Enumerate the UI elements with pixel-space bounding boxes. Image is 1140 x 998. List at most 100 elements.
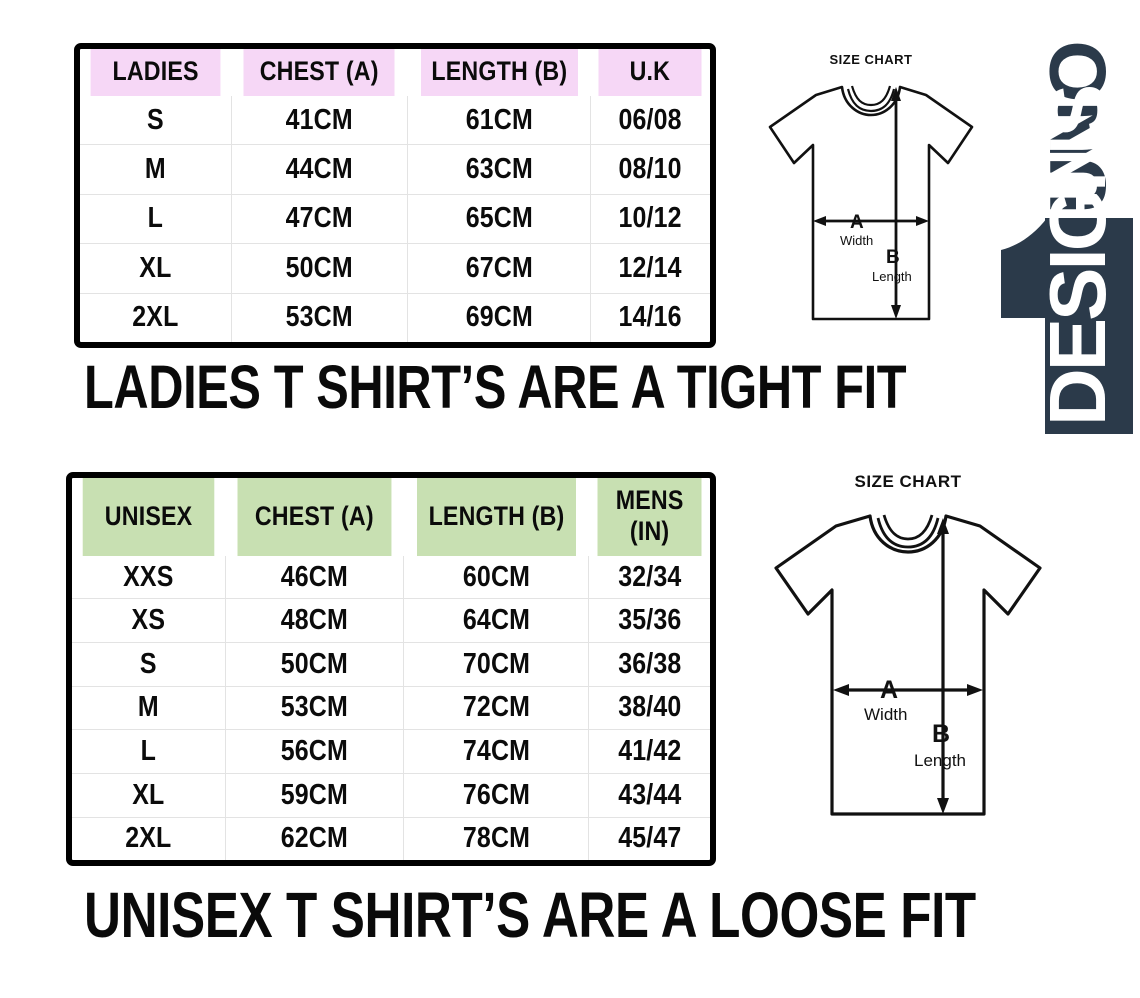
cell-length: 61CM [420,96,578,145]
table-row: S 50CM 70CM 36/38 [72,642,710,687]
cell-size: 2XL [82,816,215,860]
table-row: M 44CM 63CM 08/10 [80,144,710,195]
cell-region: 35/36 [597,598,702,643]
table-header-row: UNISEX CHEST (A) LENGTH (B) MENS (IN) [72,478,710,556]
cell-chest: 53CM [243,292,396,342]
unisex-table-body: XXS 46CM 60CM 32/34 XS 48CM 64CM 35/36 S… [72,556,710,860]
cell-region: 38/40 [597,685,702,730]
width-text-label: Width [864,705,907,724]
cell-chest: 62CM [237,816,392,860]
logo-block [1045,218,1133,434]
cell-length: 72CM [416,685,577,730]
table-row: XXS 46CM 60CM 32/34 [72,556,710,599]
cell-chest: 59CM [237,772,392,818]
cell-region: 12/14 [598,243,702,294]
table-row: L 47CM 65CM 10/12 [80,193,710,244]
cell-chest: 41CM [243,96,396,145]
cell-chest: 46CM [237,556,392,599]
column-header-region: U.K [598,49,702,96]
cell-region: 45/47 [597,816,702,860]
cell-chest: 47CM [243,193,396,244]
column-header-size: UNISEX [82,478,215,556]
logo-text-designs: DESIGNS [1033,86,1122,426]
column-header-chest: CHEST (A) [237,478,392,556]
cell-size: XL [82,772,215,818]
table-row: XL 50CM 67CM 12/14 [80,243,710,294]
cell-region: 32/34 [617,560,682,593]
brand-logo-mark: UNO DESIGNS [1001,42,1133,434]
length-arrow [891,87,901,319]
cell-length: 65CM [420,193,578,244]
cell-size: XS [82,598,215,643]
cell-chest: 53CM [237,685,392,730]
ladies-table-body: S 41CM 61CM 06/08 M 44CM 63CM 08/10 L 47… [80,96,710,342]
cell-size: XXS [82,556,215,599]
cell-region: 36/38 [597,642,702,687]
ladies-size-table: LADIES CHEST (A) LENGTH (B) U.K S 41CM 6… [74,43,716,348]
unisex-table-head: UNISEX CHEST (A) LENGTH (B) MENS (IN) [72,478,710,556]
cell-size: S [90,96,222,145]
tshirt-measurement-illustration: A Width B Length [774,514,1042,816]
table-row: M 53CM 72CM 38/40 [72,685,710,730]
cell-region: 10/12 [598,193,702,244]
column-header-length: LENGTH (B) [416,478,576,556]
ladies-fit-caption: LADIES T SHIRT’S ARE A TIGHT FIT [84,353,907,421]
logo-numeral-one [1001,218,1047,318]
cell-length: 67CM [420,243,578,294]
column-header-chest: CHEST (A) [243,49,396,96]
width-letter-label: A [880,676,898,704]
width-arrow [813,216,929,226]
logo-text-uno: UNO [1033,42,1122,214]
diagram-title: SIZE CHART [854,472,962,491]
ladies-table-grid: LADIES CHEST (A) LENGTH (B) U.K S 41CM 6… [80,49,710,342]
width-arrow [833,684,983,696]
cell-size: XL [90,243,222,294]
cell-chest: 50CM [243,243,396,294]
length-letter-label: B [932,720,950,748]
width-letter-label: A [850,212,864,233]
length-text-label: Length [914,751,966,770]
table-row: 2XL 53CM 69CM 14/16 [80,292,710,342]
length-arrow [937,518,949,814]
cell-region: 41/42 [597,729,702,774]
cell-size: S [82,642,215,687]
cell-length: 76CM [416,772,577,818]
cell-size: M [82,685,215,730]
unisex-shirt-diagram: SIZE CHART A Width B Length [760,472,1056,842]
cell-size: L [90,193,222,244]
table-row: S 41CM 61CM 06/08 [80,96,710,145]
cell-chest: 56CM [237,729,392,774]
cell-length: 64CM [416,598,577,643]
table-row: XS 48CM 64CM 35/36 [72,598,710,643]
table-header-row: LADIES CHEST (A) LENGTH (B) U.K [80,49,710,96]
ladies-shirt-diagram: SIZE CHART A Width B Length [756,52,986,352]
table-row: L 56CM 74CM 41/42 [72,729,710,774]
cell-length: 74CM [416,729,577,774]
cell-region: 08/10 [598,144,702,195]
uno-designs-logo: UNO DESIGNS [1001,22,1133,434]
cell-length: 60CM [416,556,577,599]
cell-size: L [82,729,215,774]
cell-region: 43/44 [597,772,702,818]
column-header-size: LADIES [90,49,221,96]
cell-size: 2XL [90,292,222,342]
cell-size: M [90,144,222,195]
tshirt-measurement-illustration: A Width B Length [768,85,974,321]
width-text-label: Width [840,233,873,248]
cell-length: 78CM [416,816,577,860]
unisex-table-grid: UNISEX CHEST (A) LENGTH (B) MENS (IN) XX… [72,478,710,860]
diagram-title: SIZE CHART [829,52,913,67]
cell-region: 06/08 [618,103,682,136]
column-header-length: LENGTH (B) [420,49,578,96]
cell-chest: 48CM [237,598,392,643]
unisex-fit-caption: UNISEX T SHIRT’S ARE A LOOSE FIT [84,879,976,951]
unisex-size-table: UNISEX CHEST (A) LENGTH (B) MENS (IN) XX… [66,472,716,866]
table-row: 2XL 62CM 78CM 45/47 [72,816,710,860]
cell-chest: 50CM [237,642,392,687]
ladies-table-head: LADIES CHEST (A) LENGTH (B) U.K [80,49,710,96]
column-header-region: MENS (IN) [597,478,702,556]
cell-chest: 44CM [243,144,396,195]
cell-length: 70CM [416,642,577,687]
length-text-label: Length [872,269,912,284]
